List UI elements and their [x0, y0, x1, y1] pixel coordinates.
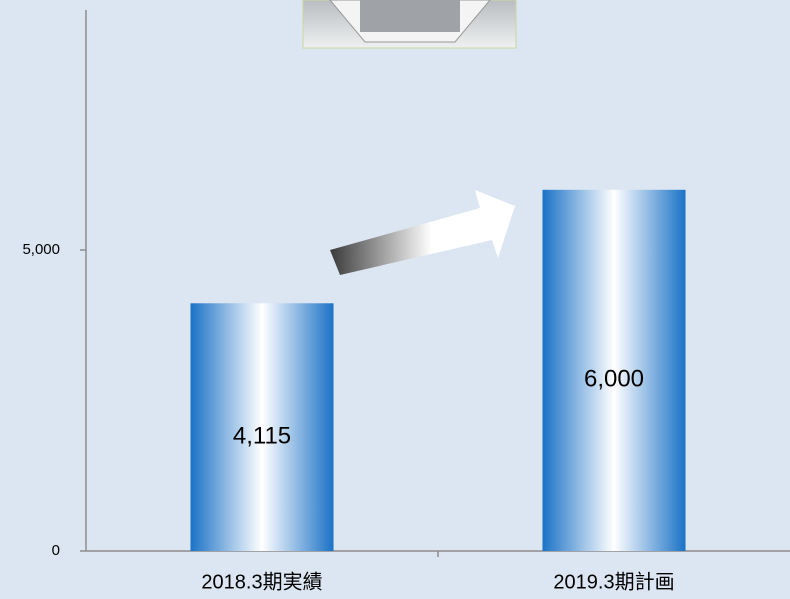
- photo: [303, 0, 516, 48]
- y-tick-label: 0: [52, 542, 60, 559]
- chart: 0 5,000 2018.3期実績 4,115 2019.3期計画 6,000: [0, 0, 790, 599]
- data-label: 4,115: [233, 422, 291, 449]
- x-tick-label: 2018.3期実績: [201, 570, 322, 593]
- x-tick-label: 2019.3期計画: [553, 570, 674, 593]
- data-label: 6,000: [584, 366, 644, 393]
- y-tick-label: 5,000: [22, 241, 60, 258]
- page: 05,0002018.3期実績4,1152019.3期計画6,000 (() =…: [0, 0, 790, 599]
